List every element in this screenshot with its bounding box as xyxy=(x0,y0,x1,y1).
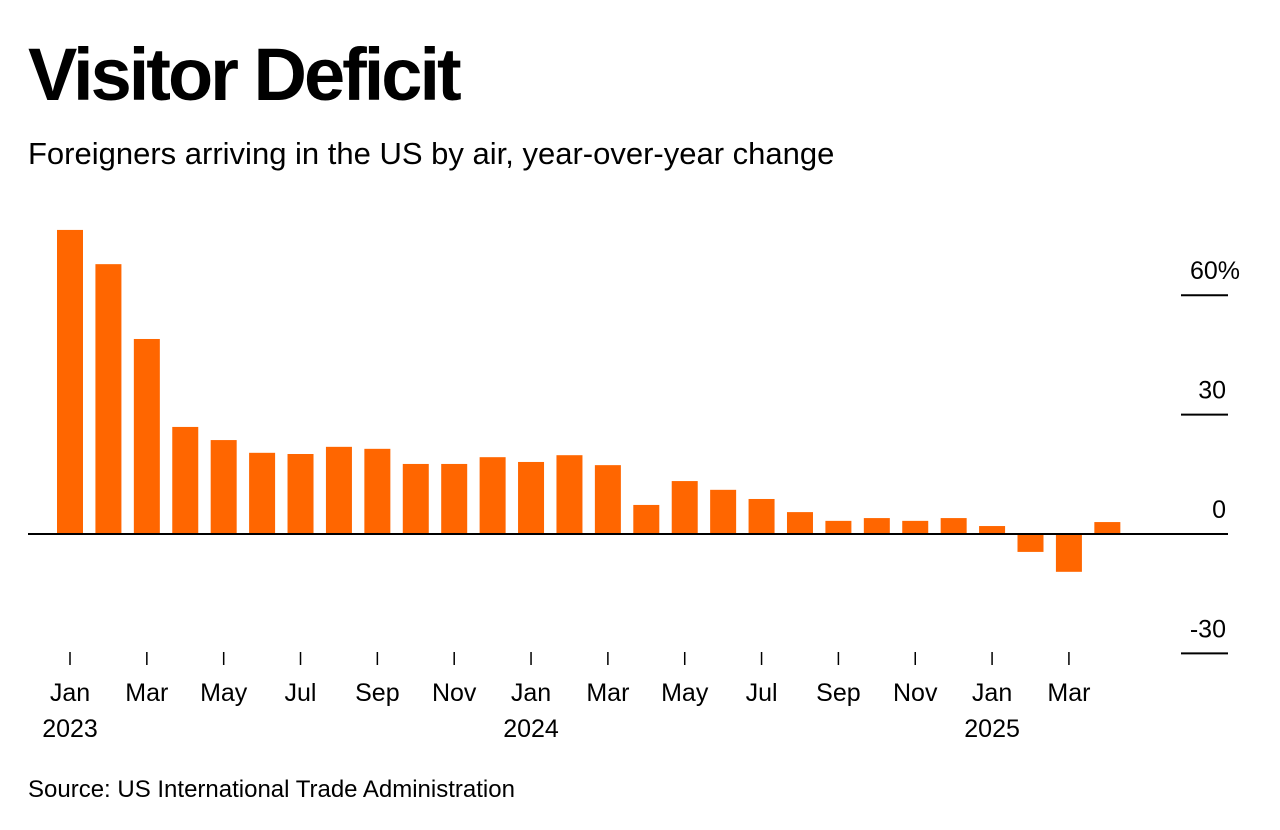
x-axis: Jan 2023 Mar May Jul Sep Nov Jan 2024 Mar May Jul Se… xyxy=(42,652,1090,743)
x-tick-label: Mar xyxy=(586,679,629,707)
x-tick-label: Jan xyxy=(511,679,551,707)
bar-jun-2024 xyxy=(710,489,737,534)
bar-mar-2024 xyxy=(594,465,621,534)
bars-group xyxy=(57,229,1121,572)
bar-jan-2023 xyxy=(57,229,83,535)
bar-may-2024 xyxy=(671,481,698,534)
bar-oct-2023 xyxy=(402,463,429,534)
bar-sep-2024 xyxy=(825,520,852,534)
x-tick-label: Nov xyxy=(893,679,938,707)
bar-feb-2025 xyxy=(1017,534,1044,552)
y-tick-label: 30 xyxy=(1198,377,1226,405)
bar-sep-2023 xyxy=(364,448,391,534)
bar-apr-2025 xyxy=(1094,522,1121,534)
bar-oct-2024 xyxy=(863,518,890,534)
bar-may-2023 xyxy=(210,440,237,534)
x-tick-label: Jul xyxy=(746,679,778,707)
bar-apr-2024 xyxy=(633,504,660,534)
x-tick-label: Sep xyxy=(355,679,399,707)
source-note: Source: US International Trade Administr… xyxy=(28,776,515,803)
y-axis: 60% 30 0 -30 xyxy=(1181,257,1240,655)
bar-jan-2025 xyxy=(979,526,1006,534)
chart-subtitle: Foreigners arriving in the US by air, ye… xyxy=(28,136,835,171)
bar-apr-2023 xyxy=(172,426,199,534)
bar-aug-2024 xyxy=(786,512,813,534)
bar-mar-2025 xyxy=(1055,534,1082,572)
x-tick-label: May xyxy=(661,679,709,707)
bar-aug-2023 xyxy=(325,446,352,534)
x-year-label: 2025 xyxy=(964,715,1020,743)
bar-feb-2023 xyxy=(95,264,122,534)
chart-title: Visitor Deficit xyxy=(28,33,462,116)
y-tick-label: 0 xyxy=(1212,496,1226,524)
y-tick-label: 60% xyxy=(1190,257,1240,285)
x-year-label: 2024 xyxy=(503,715,559,743)
x-tick-label: Mar xyxy=(125,679,168,707)
bar-dec-2024 xyxy=(940,518,967,534)
y-tick-label: -30 xyxy=(1190,615,1226,643)
bar-jun-2023 xyxy=(249,452,276,534)
bar-jul-2024 xyxy=(748,498,775,534)
x-tick-label: Jul xyxy=(285,679,317,707)
x-tick-label: May xyxy=(200,679,248,707)
bar-nov-2023 xyxy=(441,463,468,534)
x-tick-label: Mar xyxy=(1047,679,1090,707)
bar-nov-2024 xyxy=(902,520,929,534)
bar-mar-2023 xyxy=(133,338,160,534)
x-tick-label: Nov xyxy=(432,679,477,707)
x-tick-label: Jan xyxy=(50,679,90,707)
bar-jan-2024 xyxy=(518,461,545,534)
x-year-label: 2023 xyxy=(42,715,98,743)
x-tick-label: Sep xyxy=(816,679,860,707)
bar-dec-2023 xyxy=(479,457,506,534)
bar-feb-2024 xyxy=(556,455,583,534)
bar-jul-2023 xyxy=(287,454,314,534)
x-tick-label: Jan xyxy=(972,679,1012,707)
